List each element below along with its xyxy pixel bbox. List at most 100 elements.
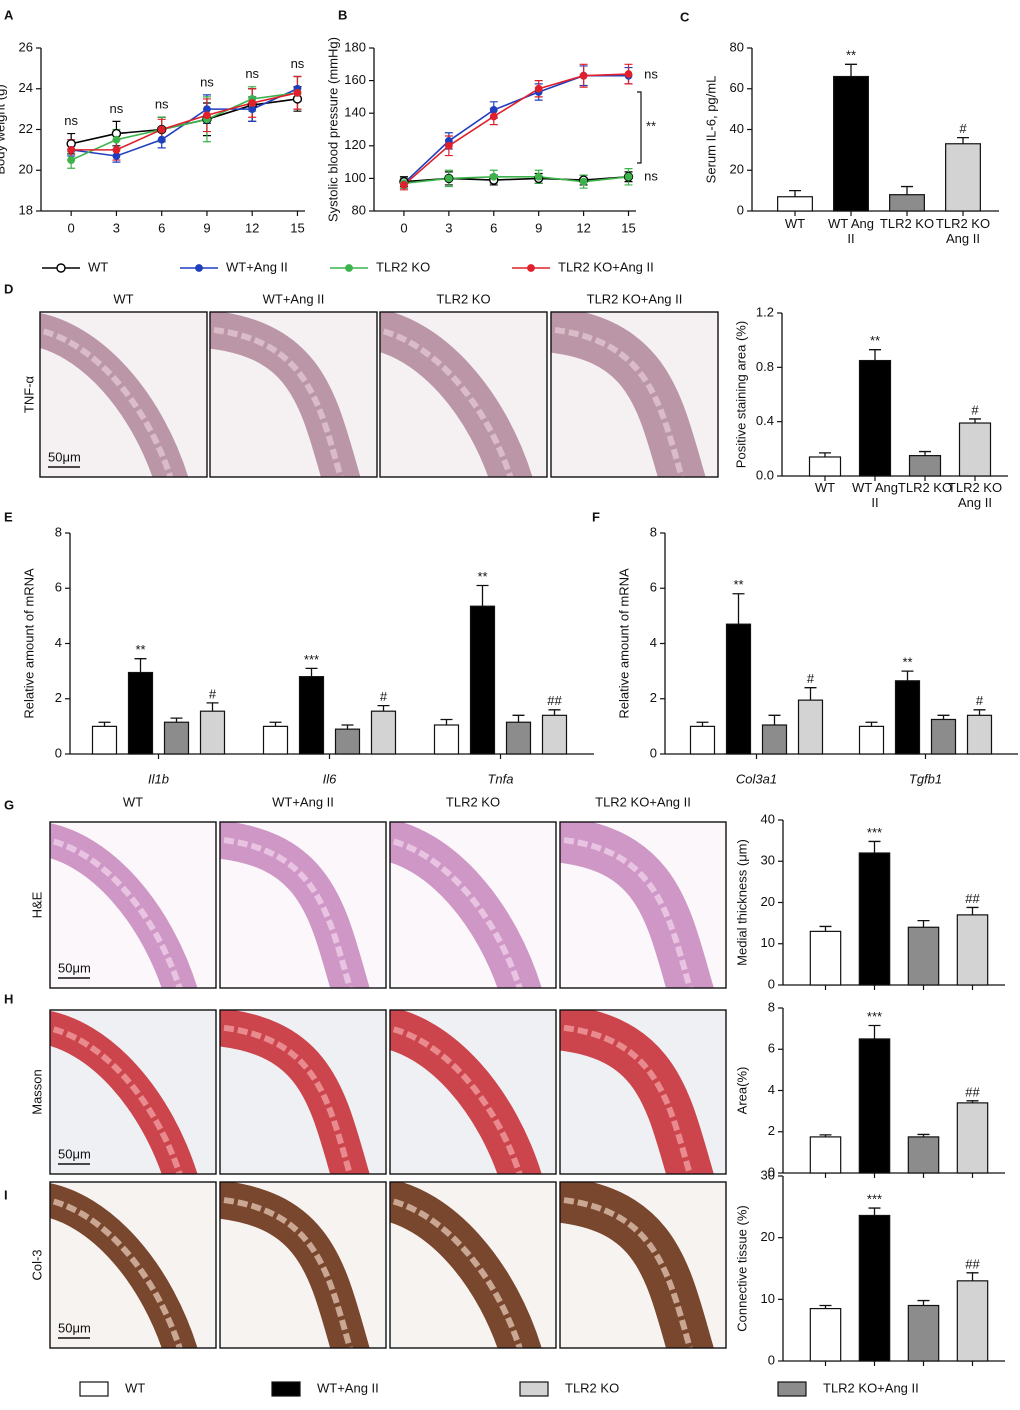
micrograph-frame bbox=[49, 1009, 217, 1175]
error-bar bbox=[440, 718, 453, 725]
series-line bbox=[71, 92, 298, 151]
x-tick-label: 15 bbox=[621, 220, 635, 235]
series-line bbox=[403, 73, 629, 186]
data-point bbox=[534, 84, 543, 93]
significance: # bbox=[209, 686, 217, 701]
bar bbox=[797, 699, 824, 755]
significance: # bbox=[959, 121, 967, 136]
data-point bbox=[112, 135, 121, 144]
data-point bbox=[444, 174, 453, 183]
x-tick-label: TLR2 KO Ang II bbox=[935, 216, 991, 246]
bar bbox=[91, 725, 118, 755]
significance: ## bbox=[965, 891, 980, 906]
x-tick-label: 9 bbox=[535, 220, 542, 235]
data-point bbox=[67, 156, 76, 164]
x-tick-label: 12 bbox=[576, 220, 590, 235]
y-tick-label: 26 bbox=[19, 39, 33, 54]
data-point bbox=[248, 99, 257, 107]
row-label: TNF-α bbox=[21, 375, 36, 413]
column-label: TLR2 KO bbox=[446, 794, 500, 809]
y-axis-label: Connective tissue (%) bbox=[734, 1205, 749, 1331]
annotation: ** bbox=[646, 118, 656, 133]
error-bar bbox=[957, 137, 969, 144]
bar bbox=[858, 852, 891, 986]
x-tick-label: Tgfb1 bbox=[909, 771, 942, 786]
scale-bar-label: 50μm bbox=[58, 960, 91, 975]
tissue-layer bbox=[560, 1196, 694, 1348]
bar bbox=[809, 1136, 842, 1174]
y-tick-label: 30 bbox=[761, 1167, 775, 1182]
x-tick-label-box: WT bbox=[785, 216, 805, 231]
annotation: ns bbox=[155, 97, 169, 112]
significance: ## bbox=[547, 693, 562, 708]
bar bbox=[956, 1102, 989, 1174]
panel-letter: B bbox=[338, 7, 347, 22]
legend-swatch bbox=[271, 1381, 301, 1397]
y-tick-label: 140 bbox=[344, 105, 366, 120]
legend-swatch bbox=[79, 1381, 109, 1397]
micrograph-frame bbox=[209, 311, 378, 478]
bar bbox=[958, 422, 992, 477]
y-tick-label: 20 bbox=[730, 162, 744, 177]
y-tick-label: 0 bbox=[768, 976, 775, 991]
bar bbox=[908, 455, 942, 477]
x-tick-label: 6 bbox=[158, 220, 165, 235]
significance: *** bbox=[867, 825, 882, 840]
bar bbox=[833, 75, 869, 212]
bar bbox=[907, 1136, 940, 1174]
y-tick-label: 8 bbox=[768, 999, 775, 1014]
panel-letter: G bbox=[4, 797, 14, 812]
significance: ** bbox=[477, 569, 487, 584]
column-label: WT bbox=[113, 291, 133, 306]
annotation: ns bbox=[64, 113, 78, 128]
x-tick-label-box: TLR2 KO Ang II bbox=[948, 480, 1002, 510]
legend-marker bbox=[195, 264, 203, 272]
tissue-layer bbox=[380, 327, 514, 477]
x-tick-label: 15 bbox=[290, 220, 304, 235]
x-tick-label: 12 bbox=[245, 220, 259, 235]
error-bar bbox=[917, 920, 930, 928]
bar bbox=[541, 714, 568, 755]
micrograph-frame bbox=[39, 311, 208, 478]
y-tick-label: 40 bbox=[730, 121, 744, 136]
error-bar bbox=[919, 450, 931, 456]
legend-label: WT bbox=[88, 259, 108, 274]
legend-label: TLR2 KO+Ang II bbox=[558, 259, 654, 274]
x-tick-label-box: TLR2 KO bbox=[879, 216, 935, 231]
y-tick-label: 6 bbox=[650, 580, 657, 595]
error-bar bbox=[377, 705, 390, 712]
scale-bar-label: 50μm bbox=[58, 1146, 91, 1161]
error-bar bbox=[868, 840, 881, 853]
y-tick-label: 2 bbox=[650, 690, 657, 705]
y-tick-label: 2 bbox=[55, 690, 62, 705]
annotation: ns bbox=[110, 101, 124, 116]
bar bbox=[199, 710, 226, 755]
y-axis-label: Area(%) bbox=[734, 1067, 749, 1115]
error-bar bbox=[819, 925, 832, 932]
y-axis-label: Body weight (g) bbox=[0, 84, 7, 174]
y-tick-label: 40 bbox=[761, 811, 775, 826]
bar bbox=[956, 914, 989, 986]
micrograph-frame bbox=[559, 1009, 727, 1175]
data-point bbox=[489, 112, 498, 121]
x-tick-label: TLR2 KO bbox=[879, 216, 935, 231]
legend-swatch bbox=[777, 1381, 807, 1397]
data-point bbox=[157, 125, 166, 134]
significance: ** bbox=[135, 642, 145, 657]
series-line bbox=[403, 74, 629, 184]
data-point bbox=[489, 172, 498, 181]
significance: # bbox=[380, 689, 388, 704]
error-bar bbox=[305, 667, 318, 677]
panel-letter: E bbox=[4, 509, 13, 524]
x-tick-label: WT Ang II bbox=[827, 216, 874, 246]
panel-letter: A bbox=[4, 7, 14, 22]
y-axis-label: Relative amount of mRNA bbox=[21, 568, 36, 719]
series-line bbox=[403, 175, 629, 185]
annotation: ns bbox=[245, 66, 259, 81]
y-tick-label: 18 bbox=[19, 202, 33, 217]
legend-label: WT+Ang II bbox=[226, 259, 288, 274]
tissue-layer bbox=[560, 1024, 694, 1174]
tissue-layer bbox=[50, 1197, 183, 1348]
tissue-layer bbox=[50, 837, 183, 988]
